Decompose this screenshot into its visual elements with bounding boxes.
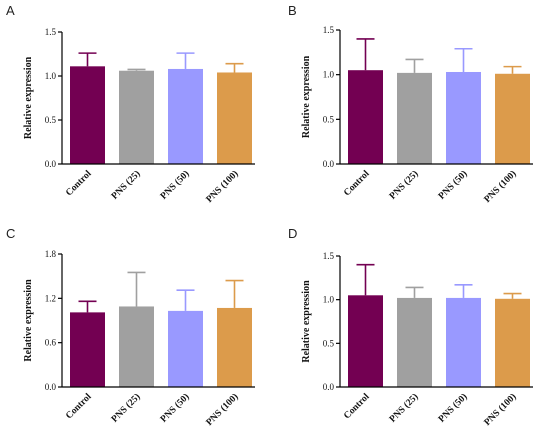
x-tick-label: Control (64, 392, 94, 422)
panel-a: A 0.0 0.5 1.0 1.5 Relative expression Control P… (6, 3, 255, 205)
panel-letter: C (6, 226, 15, 241)
y-tick-label: 1.0 (45, 71, 57, 81)
y-tick-label: 0.0 (45, 382, 57, 392)
bar (495, 73, 530, 164)
x-tick-label: Control (64, 169, 94, 199)
y-axis-title: Relative expression (301, 280, 312, 363)
bar (348, 70, 383, 164)
bar (168, 310, 203, 387)
x-tick-label: PNS (50) (436, 391, 469, 424)
y-tick-label: 1.5 (45, 27, 57, 37)
y-tick-label: 0.6 (45, 338, 57, 348)
bar (348, 295, 383, 387)
y-tick-label: 0.0 (45, 159, 57, 169)
x-tick-label: PNS (100) (482, 391, 519, 428)
y-tick-label: 1.8 (45, 249, 57, 259)
y-tick-label: 1.5 (323, 251, 335, 261)
y-tick-label: 0.0 (323, 382, 335, 392)
y-tick-label: 1.0 (323, 70, 335, 80)
y-tick-label: 0.5 (45, 115, 57, 125)
x-tick-label: PNS (25) (387, 168, 420, 201)
bar (217, 307, 252, 387)
x-tick-label: PNS (25) (387, 391, 420, 424)
x-tick-label: Control (342, 169, 372, 199)
x-tick-label: PNS (50) (158, 391, 191, 424)
panel-b: B 0.0 0.5 1.0 1.5 Relative expression Control P… (288, 3, 533, 205)
y-tick-label: 0.0 (323, 159, 335, 169)
bar (168, 68, 203, 164)
panel-d: D 0.0 0.5 1.0 1.5 Relative expression Control P… (288, 226, 533, 428)
panel-c: C 0.0 0.6 1.2 1.8 Relative expression Control P… (6, 226, 255, 428)
x-tick-label: Control (342, 392, 372, 422)
y-axis-title: Relative expression (301, 55, 312, 138)
x-tick-label: PNS (25) (109, 391, 142, 424)
bar (495, 298, 530, 387)
x-tick-label: PNS (25) (109, 168, 142, 201)
bar (446, 71, 481, 164)
bar (397, 72, 432, 164)
bar (70, 66, 105, 164)
y-axis-title: Relative expression (23, 279, 34, 362)
bar (119, 70, 154, 164)
y-tick-label: 0.5 (323, 338, 335, 348)
x-tick-label: PNS (50) (436, 168, 469, 201)
bar (446, 297, 481, 387)
bar (70, 312, 105, 387)
x-tick-label: PNS (100) (204, 168, 241, 205)
y-axis-title: Relative expression (23, 56, 34, 139)
y-tick-label: 0.5 (323, 114, 335, 124)
y-tick-label: 1.0 (323, 295, 335, 305)
x-tick-label: PNS (100) (482, 168, 519, 205)
x-tick-label: PNS (50) (158, 168, 191, 201)
panel-letter: B (288, 3, 297, 18)
y-tick-label: 1.2 (45, 293, 56, 303)
bar (217, 72, 252, 164)
bar (119, 306, 154, 387)
panel-letter: D (288, 226, 297, 241)
panel-letter: A (6, 3, 15, 18)
x-tick-label: PNS (100) (204, 391, 241, 428)
bar (397, 297, 432, 387)
y-tick-label: 1.5 (323, 25, 335, 35)
